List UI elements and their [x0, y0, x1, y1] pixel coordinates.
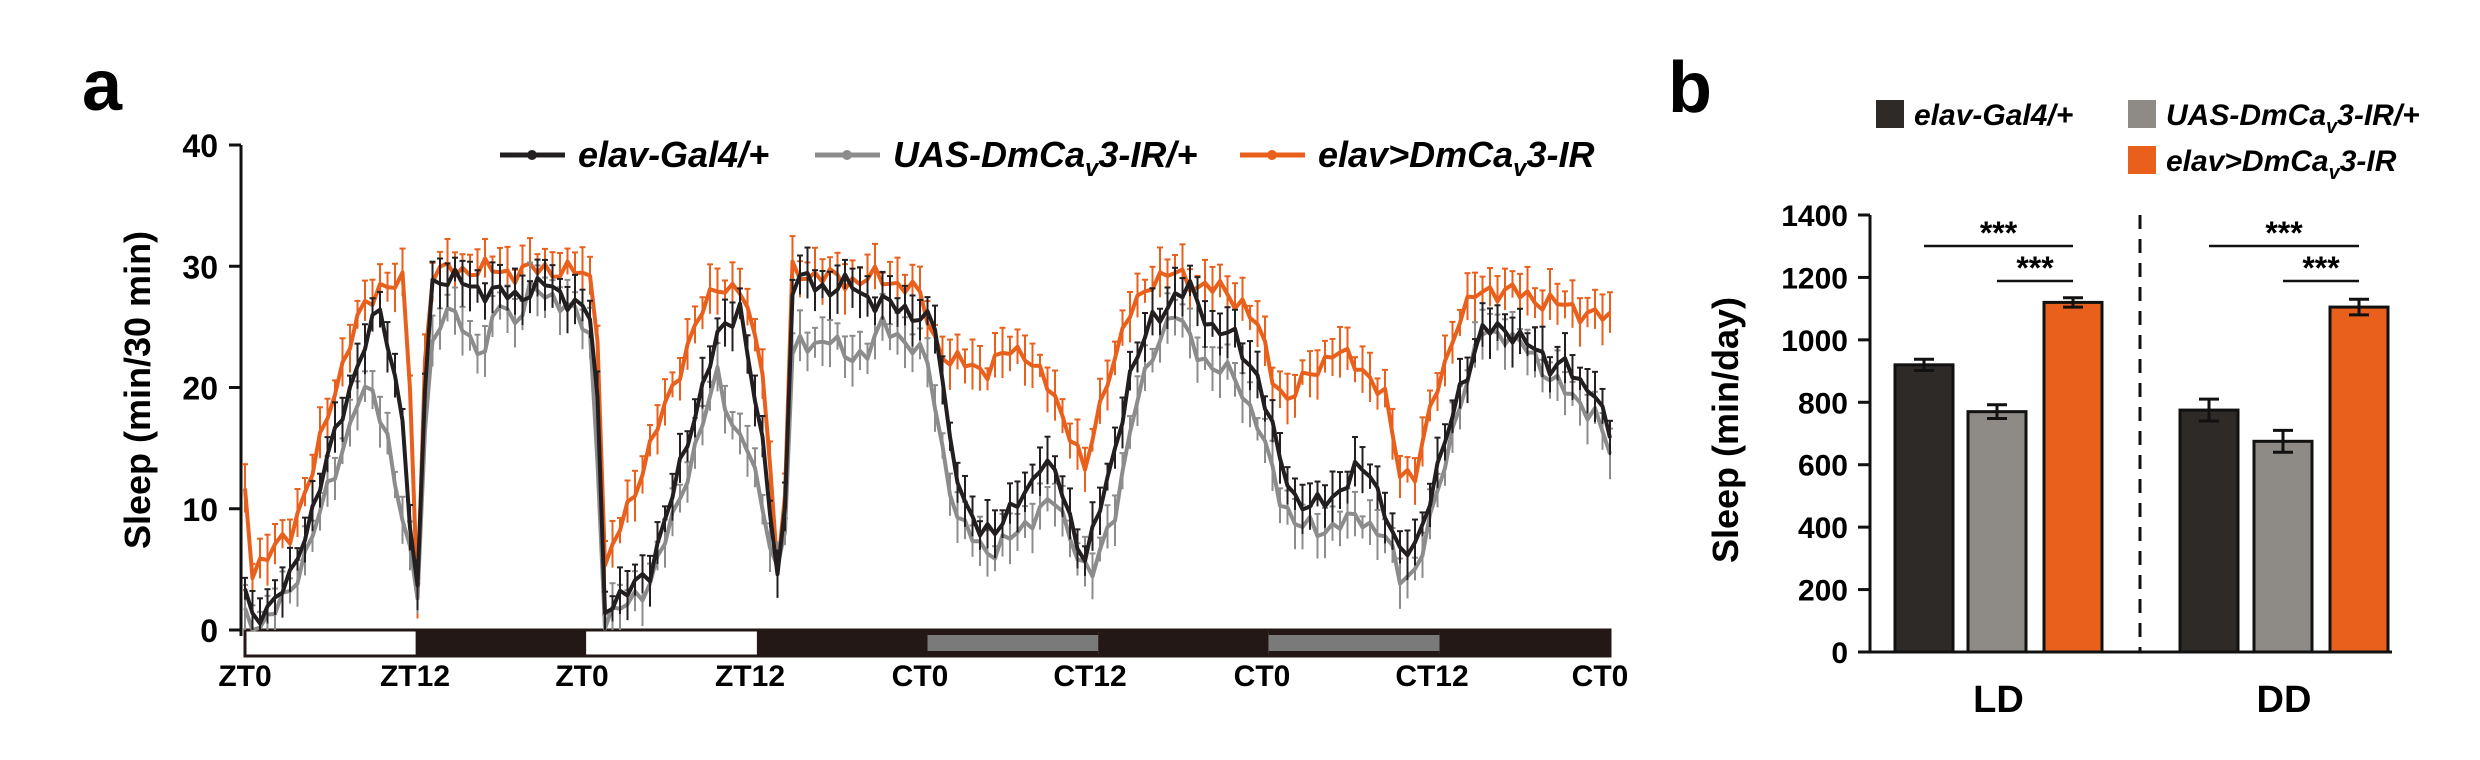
series-elav-gal4: [242, 246, 1613, 630]
significance-stars: ***: [1980, 215, 2018, 251]
panel-a-series: [242, 235, 1613, 632]
legend-item-uas-ir: UAS-DmCav3-IR/+: [815, 134, 1197, 182]
bar: [2042, 300, 2104, 654]
y-tick-label: 1000: [1781, 325, 1848, 358]
x-tick-label: ZT0: [218, 660, 271, 693]
panel-a-legend: elav-Gal4/+ UAS-DmCav3-IR/+ elav>DmCav3-…: [500, 134, 1595, 182]
y-tick-label: 10: [182, 492, 218, 528]
legend-label-uas-ir: UAS-DmCav3-IR/+: [893, 134, 1197, 182]
legend-b-label-elav-ir: elav>DmCav3-IR: [2166, 145, 2397, 184]
phase-bar-border-bottom: [1268, 651, 1440, 656]
legend-swatch-gray: [2128, 100, 2156, 128]
panel-a-x-tick-labels: ZT0 ZT12 ZT0 ZT12 CT0 CT12 CT0 CT12 CT0: [218, 660, 1628, 693]
y-tick-label: 30: [182, 249, 218, 285]
category-label: LD: [1973, 679, 2024, 721]
panel-a-light-dark-bar: [243, 628, 1612, 658]
legend-marker-gray: [842, 150, 852, 160]
phase-bar-border-top: [927, 630, 1099, 635]
x-tick-label: ZT0: [555, 660, 608, 693]
phase-bar-dark: [756, 630, 928, 656]
bar: [2252, 439, 2314, 654]
significance-stars: ***: [2016, 250, 2054, 286]
phase-bar-light: [586, 630, 757, 656]
panel-b-label: b: [1668, 48, 1712, 128]
y-tick-label: 600: [1798, 450, 1848, 483]
x-tick-label: ZT12: [380, 660, 450, 693]
panel-b-y-ticks: 0 200 400 600 800 1000 1200 1400: [1781, 200, 1870, 670]
y-tick-label: 800: [1798, 387, 1848, 420]
phase-bar-light: [245, 630, 416, 656]
y-tick-label: 200: [1798, 575, 1848, 608]
panel-a: a Sleep (min/30 min) 0 10 20 30 40 elav-Gal4…: [82, 46, 1628, 693]
panel-a-label: a: [82, 46, 123, 126]
x-tick-label: CT0: [1234, 660, 1291, 693]
phase-bar-border-bottom: [927, 651, 1099, 656]
legend-swatch-dark: [1876, 100, 1904, 128]
y-tick-label: 1200: [1781, 262, 1848, 295]
x-tick-label: ZT12: [715, 660, 785, 693]
bar: [2178, 408, 2240, 654]
x-tick-label: CT12: [1053, 660, 1126, 693]
y-tick-label: 0: [1831, 637, 1848, 670]
legend-b-label-elav-gal4: elav-Gal4/+: [1914, 99, 2073, 132]
y-tick-label: 1400: [1781, 200, 1848, 233]
x-tick-label: CT0: [892, 660, 949, 693]
bar: [1966, 410, 2028, 654]
bar: [2328, 305, 2390, 654]
legend-label-elav-gal4: elav-Gal4/+: [578, 134, 769, 175]
y-tick-label: 0: [200, 613, 218, 649]
significance-stars: ***: [2302, 250, 2340, 286]
series-line: [243, 267, 1612, 626]
legend-marker-orange: [1267, 150, 1277, 160]
category-label: DD: [2257, 679, 2312, 721]
panel-b-legend: elav-Gal4/+ UAS-DmCav3-IR/+ elav>DmCav3-…: [1876, 99, 2420, 184]
bar: [1893, 363, 1955, 654]
x-tick-label: CT0: [1572, 660, 1629, 693]
y-tick-label: 400: [1798, 512, 1848, 545]
panel-a-y-axis-label: Sleep (min/30 min): [117, 231, 158, 549]
y-tick-label: 20: [182, 371, 218, 407]
phase-bar-border-top: [1268, 630, 1440, 635]
panel-b: b elav-Gal4/+ UAS-DmCav3-IR/+ elav>DmCav…: [1668, 48, 2420, 721]
legend-label-elav-ir: elav>DmCav3-IR: [1318, 134, 1595, 182]
panel-b-significance: ************: [1924, 215, 2359, 286]
x-tick-label: CT12: [1395, 660, 1468, 693]
series-line: [243, 280, 1612, 632]
significance-stars: ***: [2265, 215, 2303, 251]
legend-item-elav-ir: elav>DmCav3-IR: [1240, 134, 1595, 182]
phase-bar-dark: [415, 630, 587, 656]
phase-bar-outline: [243, 628, 1612, 658]
legend-b-label-uas-ir: UAS-DmCav3-IR/+: [2166, 99, 2420, 138]
panel-a-y-ticks: 0 10 20 30 40: [182, 128, 241, 649]
panel-b-y-axis-label: Sleep (min/day): [1705, 297, 1746, 563]
phase-bar-dark: [1098, 630, 1269, 656]
legend-swatch-orange: [2128, 146, 2156, 174]
phase-bar-dark: [1439, 630, 1610, 656]
panel-b-bars: [1893, 296, 2390, 654]
legend-item-elav-gal4: elav-Gal4/+: [500, 134, 769, 175]
y-tick-label: 40: [182, 128, 218, 164]
legend-marker-dark: [527, 150, 537, 160]
panel-b-category-labels: LD DD: [1973, 679, 2311, 721]
